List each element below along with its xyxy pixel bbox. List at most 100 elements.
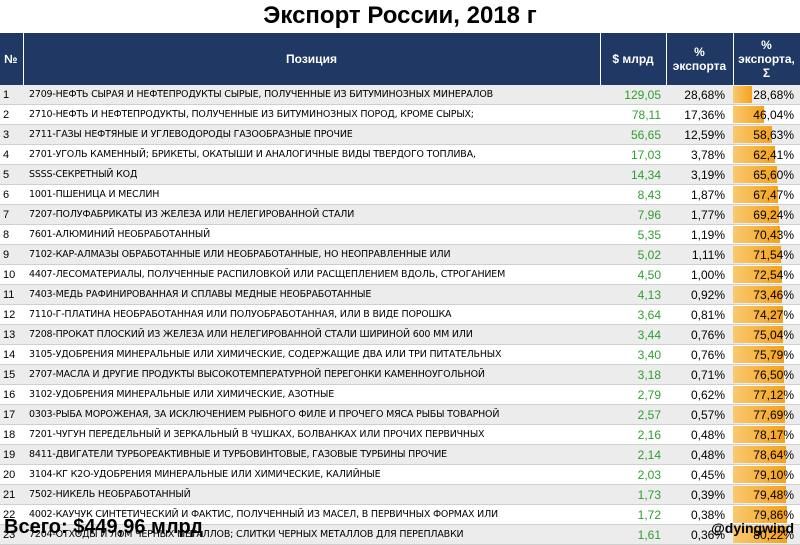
header-position: Позиция bbox=[23, 33, 601, 85]
row-cum: 78,17% bbox=[733, 424, 800, 445]
row-number: 9 bbox=[0, 244, 23, 265]
row-pct: 0,57% bbox=[666, 404, 733, 425]
row-pct: 0,92% bbox=[666, 284, 733, 305]
row-position: 7403-МЕДЬ РАФИНИРОВАННАЯ И СПЛАВЫ МЕДНЫЕ… bbox=[23, 284, 600, 305]
row-value: 3,44 bbox=[600, 324, 666, 345]
table-row: 8 7601-АЛЮМИНИЙ НЕОБРАБОТАННЫЙ 5,35 1,19% 70… bbox=[0, 224, 800, 245]
total-label: Всего: $449,96 млрд bbox=[4, 516, 203, 538]
row-number: 10 bbox=[0, 264, 23, 285]
row-cum: 58,63% bbox=[733, 124, 800, 145]
cum-bar bbox=[733, 86, 753, 103]
cum-bar bbox=[733, 446, 786, 463]
page-title: Экспорт России, 2018 г bbox=[263, 2, 537, 29]
row-cum: 69,24% bbox=[733, 204, 800, 225]
row-value: 2,03 bbox=[600, 464, 666, 485]
row-pct: 0,45% bbox=[666, 464, 733, 485]
row-value: 8,43 bbox=[600, 184, 666, 205]
row-position: 3104-КГ К2О-УДОБРЕНИЯ МИНЕРАЛЬНЫЕ ИЛИ ХИ… bbox=[23, 464, 600, 485]
row-position: 2707-МАСЛА И ДРУГИЕ ПРОДУКТЫ ВЫСОКОТЕМПЕ… bbox=[23, 364, 600, 385]
row-cum-text: 80,22% bbox=[753, 527, 794, 542]
row-pct: 0,76% bbox=[666, 324, 733, 345]
header-value: $ млрд bbox=[600, 33, 667, 85]
cum-bar bbox=[733, 266, 782, 283]
export-table: № Позиция $ млрд % экспорта % экспорта, … bbox=[0, 33, 800, 545]
row-position: 7502-НИКЕЛЬ НЕОБРАБОТАННЫЙ bbox=[23, 484, 600, 505]
table-row: 23 7204-ОТХОДЫ И ЛОМ ЧЕРНЫХ МЕТАЛЛОВ; СЛИ… bbox=[0, 524, 800, 545]
row-pct: 0,38% bbox=[666, 504, 733, 525]
row-position: 3102-УДОБРЕНИЯ МИНЕРАЛЬНЫЕ ИЛИ ХИМИЧЕСКИ… bbox=[23, 384, 600, 405]
row-pct: 1,19% bbox=[666, 224, 733, 245]
row-cum: 79,48% bbox=[733, 484, 800, 505]
table-row: 14 3105-УДОБРЕНИЯ МИНЕРАЛЬНЫЕ ИЛИ ХИМИЧЕС… bbox=[0, 344, 800, 365]
row-cum-text: 78,17% bbox=[753, 427, 794, 442]
row-position: 2710-НЕФТЬ И НЕФТЕПРОДУКТЫ, ПОЛУЧЕННЫЕ И… bbox=[23, 104, 600, 125]
row-pct: 0,76% bbox=[666, 344, 733, 365]
row-position: 7601-АЛЮМИНИЙ НЕОБРАБОТАННЫЙ bbox=[23, 224, 600, 245]
row-cum: 75,79% bbox=[733, 344, 800, 365]
table-row: 6 1001-ПШЕНИЦА И МЕСЛИН 8,43 1,87% 67,47% bbox=[0, 184, 800, 205]
cum-bar bbox=[733, 426, 786, 443]
header-pct: % экспорта bbox=[666, 33, 734, 85]
row-cum-text: 58,63% bbox=[753, 127, 794, 142]
row-cum-text: 77,12% bbox=[753, 387, 794, 402]
cum-bar bbox=[733, 106, 764, 123]
row-position: 2709-НЕФТЬ СЫРАЯ И НЕФТЕПРОДУКТЫ СЫРЫЕ, … bbox=[23, 85, 600, 105]
row-position: 7110-Г-ПЛАТИНА НЕОБРАБОТАННАЯ ИЛИ ПОЛУОБ… bbox=[23, 304, 600, 325]
row-cum: 28,68% bbox=[733, 85, 800, 105]
row-number: 4 bbox=[0, 144, 23, 165]
cum-bar bbox=[733, 526, 787, 543]
row-value: 5,35 bbox=[600, 224, 666, 245]
row-position: 1001-ПШЕНИЦА И МЕСЛИН bbox=[23, 184, 600, 205]
row-value: 4,50 bbox=[600, 264, 666, 285]
row-pct: 17,36% bbox=[666, 104, 733, 125]
cum-bar bbox=[733, 346, 784, 363]
row-number: 22 bbox=[0, 504, 23, 525]
row-position: 7207-ПОЛУФАБРИКАТЫ ИЗ ЖЕЛЕЗА ИЛИ НЕЛЕГИР… bbox=[23, 204, 600, 225]
cum-bar bbox=[733, 146, 775, 163]
row-number: 21 bbox=[0, 484, 23, 505]
row-cum: 79,10% bbox=[733, 464, 800, 485]
row-cum-text: 78,64% bbox=[753, 447, 794, 462]
table-row: 10 4407-ЛЕСОМАТЕРИАЛЫ, ПОЛУЧЕННЫЕ РАСПИЛО… bbox=[0, 264, 800, 285]
row-cum-text: 65,60% bbox=[753, 167, 794, 182]
row-cum: 67,47% bbox=[733, 184, 800, 205]
row-value: 2,57 bbox=[600, 404, 666, 425]
row-pct: 1,00% bbox=[666, 264, 733, 285]
row-value: 17,03 bbox=[600, 144, 666, 165]
author-label: @dyingwind bbox=[711, 520, 794, 536]
row-number: 13 bbox=[0, 324, 23, 345]
row-number: 18 bbox=[0, 424, 23, 445]
cum-bar bbox=[733, 186, 779, 203]
table-header: № Позиция $ млрд % экспорта % экспорта, … bbox=[0, 33, 800, 85]
row-cum-text: 62,41% bbox=[753, 147, 794, 162]
row-value: 78,11 bbox=[600, 104, 666, 125]
header-cum: % экспорта, Σ bbox=[733, 33, 800, 85]
row-cum-text: 46,04% bbox=[753, 107, 794, 122]
row-pct: 0,39% bbox=[666, 484, 733, 505]
table-row: 5 SSSS-СЕКРЕТНЫЙ КОД 14,34 3,19% 65,60% bbox=[0, 164, 800, 185]
table-row: 18 7201-ЧУГУН ПЕРЕДЕЛЬНЫЙ И ЗЕРКАЛЬНЫЙ В … bbox=[0, 424, 800, 445]
row-number: 2 bbox=[0, 104, 23, 125]
row-cum: 78,64% bbox=[733, 444, 800, 465]
row-cum: 79,86% bbox=[733, 504, 800, 525]
row-value: 1,61 bbox=[600, 524, 666, 545]
row-value: 129,05 bbox=[600, 85, 666, 105]
table-row: 12 7110-Г-ПЛАТИНА НЕОБРАБОТАННАЯ ИЛИ ПОЛУ… bbox=[0, 304, 800, 325]
row-value: 14,34 bbox=[600, 164, 666, 185]
cum-bar bbox=[733, 246, 781, 263]
table-row: 21 7502-НИКЕЛЬ НЕОБРАБОТАННЫЙ 1,73 0,39% 79,… bbox=[0, 484, 800, 505]
row-value: 4,13 bbox=[600, 284, 666, 305]
row-position: 7204-ОТХОДЫ И ЛОМ ЧЕРНЫХ МЕТАЛЛОВ; СЛИТК… bbox=[23, 524, 600, 545]
row-cum: 65,60% bbox=[733, 164, 800, 185]
row-pct: 28,68% bbox=[666, 85, 733, 105]
row-number: 8 bbox=[0, 224, 23, 245]
row-cum-text: 70,43% bbox=[753, 227, 794, 242]
row-cum: 74,27% bbox=[733, 304, 800, 325]
row-number: 7 bbox=[0, 204, 23, 225]
row-cum: 80,22% bbox=[733, 524, 800, 545]
row-value: 3,64 bbox=[600, 304, 666, 325]
table-row: 17 0303-РЫБА МОРОЖЕНАЯ, ЗА ИСКЛЮЧЕНИЕМ РЫ… bbox=[0, 404, 800, 425]
row-cum-text: 67,47% bbox=[753, 187, 794, 202]
row-cum-text: 79,86% bbox=[753, 507, 794, 522]
row-cum-text: 74,27% bbox=[753, 307, 794, 322]
